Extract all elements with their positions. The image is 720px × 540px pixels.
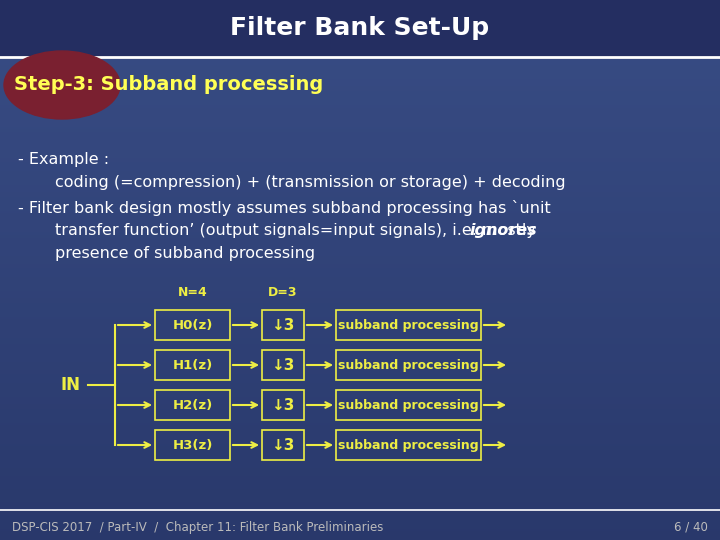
Bar xyxy=(262,430,304,460)
Text: subband processing: subband processing xyxy=(338,399,479,411)
Text: ↓3: ↓3 xyxy=(271,437,294,453)
Bar xyxy=(262,390,304,420)
Text: subband processing: subband processing xyxy=(338,319,479,332)
Bar xyxy=(262,350,304,380)
Text: subband processing: subband processing xyxy=(338,359,479,372)
Bar xyxy=(336,390,481,420)
Text: H2(z): H2(z) xyxy=(172,399,212,411)
Bar xyxy=(0,0,720,57)
Bar xyxy=(155,350,230,380)
Text: subband processing: subband processing xyxy=(338,438,479,451)
Text: ↓3: ↓3 xyxy=(271,397,294,413)
Text: Step-3: Subband processing: Step-3: Subband processing xyxy=(14,76,323,94)
Text: DSP-CIS 2017  / Part-IV  /  Chapter 11: Filter Bank Preliminaries: DSP-CIS 2017 / Part-IV / Chapter 11: Fil… xyxy=(12,521,383,534)
Ellipse shape xyxy=(4,51,120,119)
Text: H1(z): H1(z) xyxy=(172,359,212,372)
Text: IN: IN xyxy=(60,376,80,394)
Text: coding (=compression) + (transmission or storage) + decoding: coding (=compression) + (transmission or… xyxy=(55,175,566,190)
Bar xyxy=(336,310,481,340)
Text: ↓3: ↓3 xyxy=(271,318,294,333)
Bar xyxy=(155,390,230,420)
Bar xyxy=(336,350,481,380)
Text: ignores: ignores xyxy=(470,223,538,238)
Text: N=4: N=4 xyxy=(178,286,207,299)
Text: - Filter bank design mostly assumes subband processing has `unit: - Filter bank design mostly assumes subb… xyxy=(18,200,551,216)
Bar xyxy=(155,310,230,340)
Text: Filter Bank Set-Up: Filter Bank Set-Up xyxy=(230,17,490,40)
Text: ↓3: ↓3 xyxy=(271,357,294,373)
Bar xyxy=(262,310,304,340)
Text: H3(z): H3(z) xyxy=(172,438,212,451)
Bar xyxy=(336,430,481,460)
Text: transfer function’ (output signals=input signals), i.e. mostly: transfer function’ (output signals=input… xyxy=(55,223,541,238)
Text: H0(z): H0(z) xyxy=(172,319,212,332)
Text: D=3: D=3 xyxy=(269,286,298,299)
Text: presence of subband processing: presence of subband processing xyxy=(55,246,315,261)
Text: - Example :: - Example : xyxy=(18,152,109,167)
Bar xyxy=(155,430,230,460)
Text: 6 / 40: 6 / 40 xyxy=(674,521,708,534)
